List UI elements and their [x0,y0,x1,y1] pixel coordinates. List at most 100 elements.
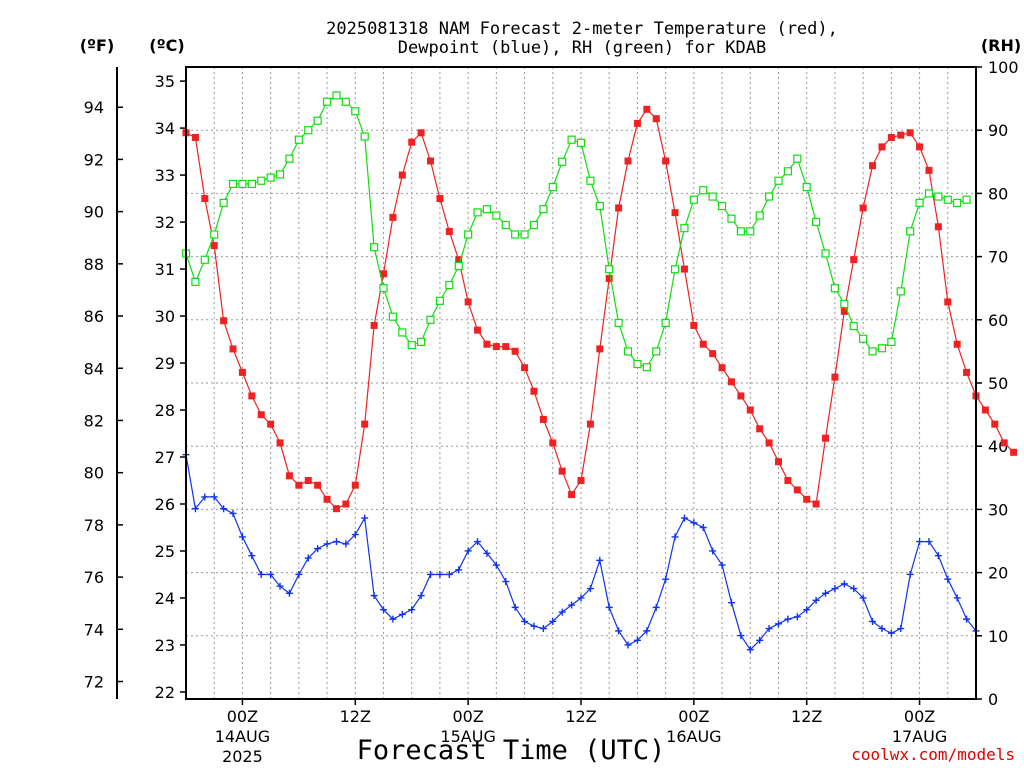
rh-point [689,195,698,204]
dewpoint-point [822,589,830,597]
temperature-point [351,481,359,489]
celsius-tick-label: 31 [155,260,175,279]
rh-tick-label: 50 [988,374,1008,393]
celsius-tick-label: 34 [155,119,175,138]
chart-title-line1: 2025081318 NAM Forecast 2-meter Temperat… [326,19,838,39]
dewpoint-point [944,575,952,583]
temperature-point [906,129,914,137]
temperature-point [586,420,594,428]
temperature-point [831,373,839,381]
temperature-point [1010,448,1018,456]
temperature-point [596,345,604,353]
x-axis-title: Forecast Time (UTC) [357,735,666,766]
temperature-point [521,364,529,372]
celsius-tick-label: 33 [155,166,175,185]
rh-tick-label: 70 [988,248,1008,267]
temperature-point [718,364,726,372]
dewpoint-point [775,620,782,628]
rh-point [727,214,736,223]
rh-point [623,347,633,356]
temperature-point [285,472,293,480]
temperature-point [784,477,792,485]
x-tick-label: 12Z [791,707,822,726]
fahrenheit-tick-label: 74 [84,620,104,639]
dewpoint-point [267,570,275,578]
temperature-point [775,458,782,466]
rh-point [764,192,774,201]
dewpoint-point [963,615,971,623]
rh-tick-label: 20 [988,564,1008,583]
dewpoint-point [859,594,867,602]
rh-point [332,91,341,100]
x-tick-label: 00Z [227,707,258,726]
rh-point [313,116,322,125]
x-tick-label: 00Z [904,707,935,726]
temperature-point [267,420,275,428]
rh-point [548,182,557,192]
temperature-point [483,340,491,348]
rh-point [247,179,256,189]
dewpoint-point [718,561,726,569]
dewpoint-point [727,599,735,607]
celsius-tick-label: 27 [155,448,175,467]
rh-point [482,205,492,214]
temperature-point [257,411,265,419]
temperature-point [332,505,340,513]
dewpoint-point [925,538,933,546]
rh-point [191,277,200,286]
rh-point [736,227,745,236]
fahrenheit-tick-label: 94 [84,98,104,117]
rh-point [924,189,934,198]
rh-point [539,205,548,214]
rh-point [285,154,294,163]
fahrenheit-tick-label: 86 [84,307,104,326]
temperature-point [276,439,284,447]
dewpoint-point [605,603,613,611]
dewpoint-point [436,570,444,578]
rh-point [492,211,501,220]
temperature-point [436,195,444,203]
dewpoint-point [370,592,378,600]
credit-text: coolwx.com/models [851,745,1015,764]
rh-point [868,347,877,356]
fahrenheit-tick-label: 90 [84,203,104,222]
dewpoint-point [746,646,754,654]
dewpoint-point [511,603,519,611]
rh-point [257,176,266,185]
temperature-point [662,157,670,165]
rh-point [454,261,463,271]
x-tick-date-label: 16AUG [666,727,721,746]
dewpoint-point [812,596,820,604]
celsius-tick-label: 22 [155,683,175,702]
rh-point [417,337,426,347]
dewpoint-point [314,545,322,553]
dewpoint-point [596,556,604,564]
dewpoint-point [220,505,228,513]
temperature-point [201,195,209,203]
temperature-point [248,392,256,400]
rh-point [520,230,529,239]
temperature-point [953,340,961,348]
dewpoint-point [285,589,293,597]
rh-point [661,318,670,328]
dewpoint-point [361,514,369,522]
temperature-point [380,270,387,278]
temperature-point [878,143,886,151]
dewpoint-point [916,538,924,546]
temperature-point [577,477,585,485]
dewpoint-point [652,603,660,611]
dewpoint-point [793,613,801,621]
dewpoint-point [530,622,538,630]
temperature-point [727,378,735,386]
temperature-point [370,321,378,329]
dewpoint-point [191,505,199,513]
dewpoint-point [756,636,764,644]
dewpoint-point [615,627,623,635]
rh-point [793,154,802,163]
rh-point [887,337,896,347]
temperature-point [238,368,246,376]
rh-point [341,97,350,106]
dewpoint-point [455,566,463,574]
rh-point [275,170,285,179]
